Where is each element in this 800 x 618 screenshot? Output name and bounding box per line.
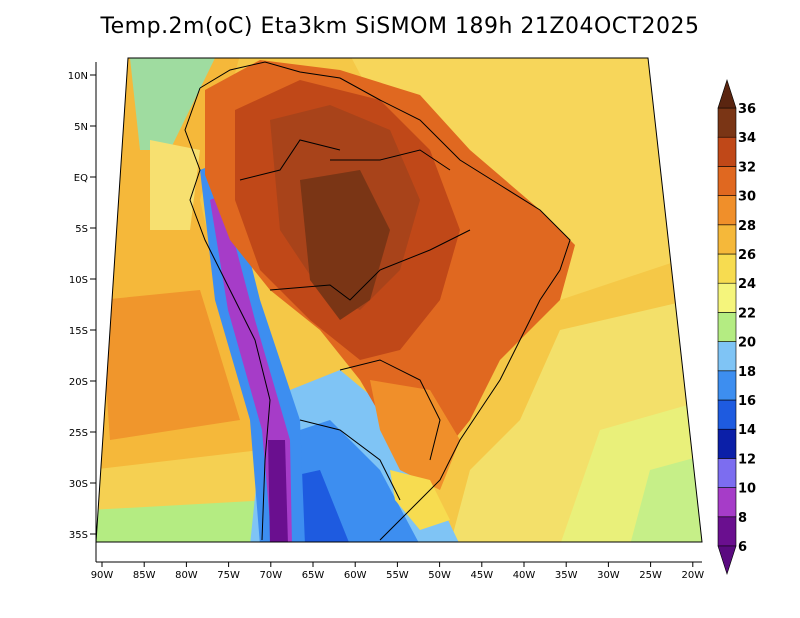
longitude-axis: 90W 85W 80W 75W 70W 65W 60W 55W 50W 45W 40W 35W 30W 2… [91,562,704,581]
colorbar: 6 8 10 12 14 16 18 20 22 24 26 28 30 32 34 36 [717,79,756,575]
colorbar-min-arrow [717,545,737,575]
colorbar-label: 12 [738,452,756,467]
map-title: Temp.2m(oC) Eta3km SiSMOM 189h 21Z04OCT2… [100,14,700,39]
lat-tick-label: 25S [69,428,88,439]
lon-tick-label: 30W [597,570,620,581]
colorbar-label: 30 [738,190,756,205]
country-borders [184,61,571,541]
lon-tick-label: 20W [681,570,704,581]
colorbar-label: 10 [738,482,756,497]
colorbar-bin [717,341,737,372]
lon-tick-label: 25W [639,570,662,581]
colorbar-bin [717,399,737,430]
lat-tick-label: 5N [74,122,88,133]
lon-tick-label: 80W [175,570,198,581]
colorbar-label: 8 [738,511,747,526]
latitude-axis: 10N 5N EQ 5S 10S 15S 20S 25S 30S 35S [68,71,96,541]
lon-tick-label: 45W [470,570,493,581]
colorbar-label: 32 [738,160,756,175]
colorbar-bin [717,136,737,167]
lat-tick-label: 15S [69,326,88,337]
lon-tick-label: 65W [302,570,325,581]
map-frame [95,57,703,543]
lat-tick-label: 10N [68,71,88,82]
lat-tick-label: 30S [69,479,88,490]
colorbar-label: 26 [738,248,756,263]
colorbar-label: 20 [738,336,756,351]
colorbar-label: 34 [738,131,756,146]
colorbar-label: 22 [738,306,756,321]
colorbar-label: 36 [738,102,756,117]
colorbar-label: 6 [738,540,747,555]
colorbar-bin [717,487,737,518]
colorbar-bin [717,253,737,284]
colorbar-bin [717,312,737,342]
lon-tick-label: 90W [91,570,114,581]
colorbar-bin [717,370,737,401]
lat-tick-label: 5S [75,224,88,235]
lon-tick-label: 75W [217,570,240,581]
colorbar-bin [717,107,737,138]
colorbar-bin [717,166,737,196]
colorbar-label: 14 [738,423,756,438]
colorbar-bin [717,428,737,459]
colorbar-bin [717,224,737,255]
colorbar-bin [717,282,737,313]
lat-tick-label: 35S [69,530,88,541]
lon-tick-label: 70W [259,570,282,581]
lon-tick-label: 60W [344,570,367,581]
colorbar-bin [717,458,737,488]
colorbar-label: 16 [738,394,756,409]
lon-tick-label: 40W [513,570,536,581]
colorbar-bin [717,195,737,226]
temperature-field [96,58,702,542]
lon-tick-label: 35W [555,570,578,581]
colorbar-label: 28 [738,219,756,234]
lat-tick-label: EQ [74,173,88,184]
lon-tick-label: 50W [428,570,451,581]
lat-tick-label: 10S [69,275,88,286]
colorbar-label: 24 [738,277,756,292]
colorbar-label: 18 [738,365,756,380]
lon-tick-label: 85W [133,570,156,581]
colorbar-max-arrow [717,79,737,109]
lat-tick-label: 20S [69,377,88,388]
lon-tick-label: 55W [386,570,409,581]
colorbar-bin [717,516,737,547]
